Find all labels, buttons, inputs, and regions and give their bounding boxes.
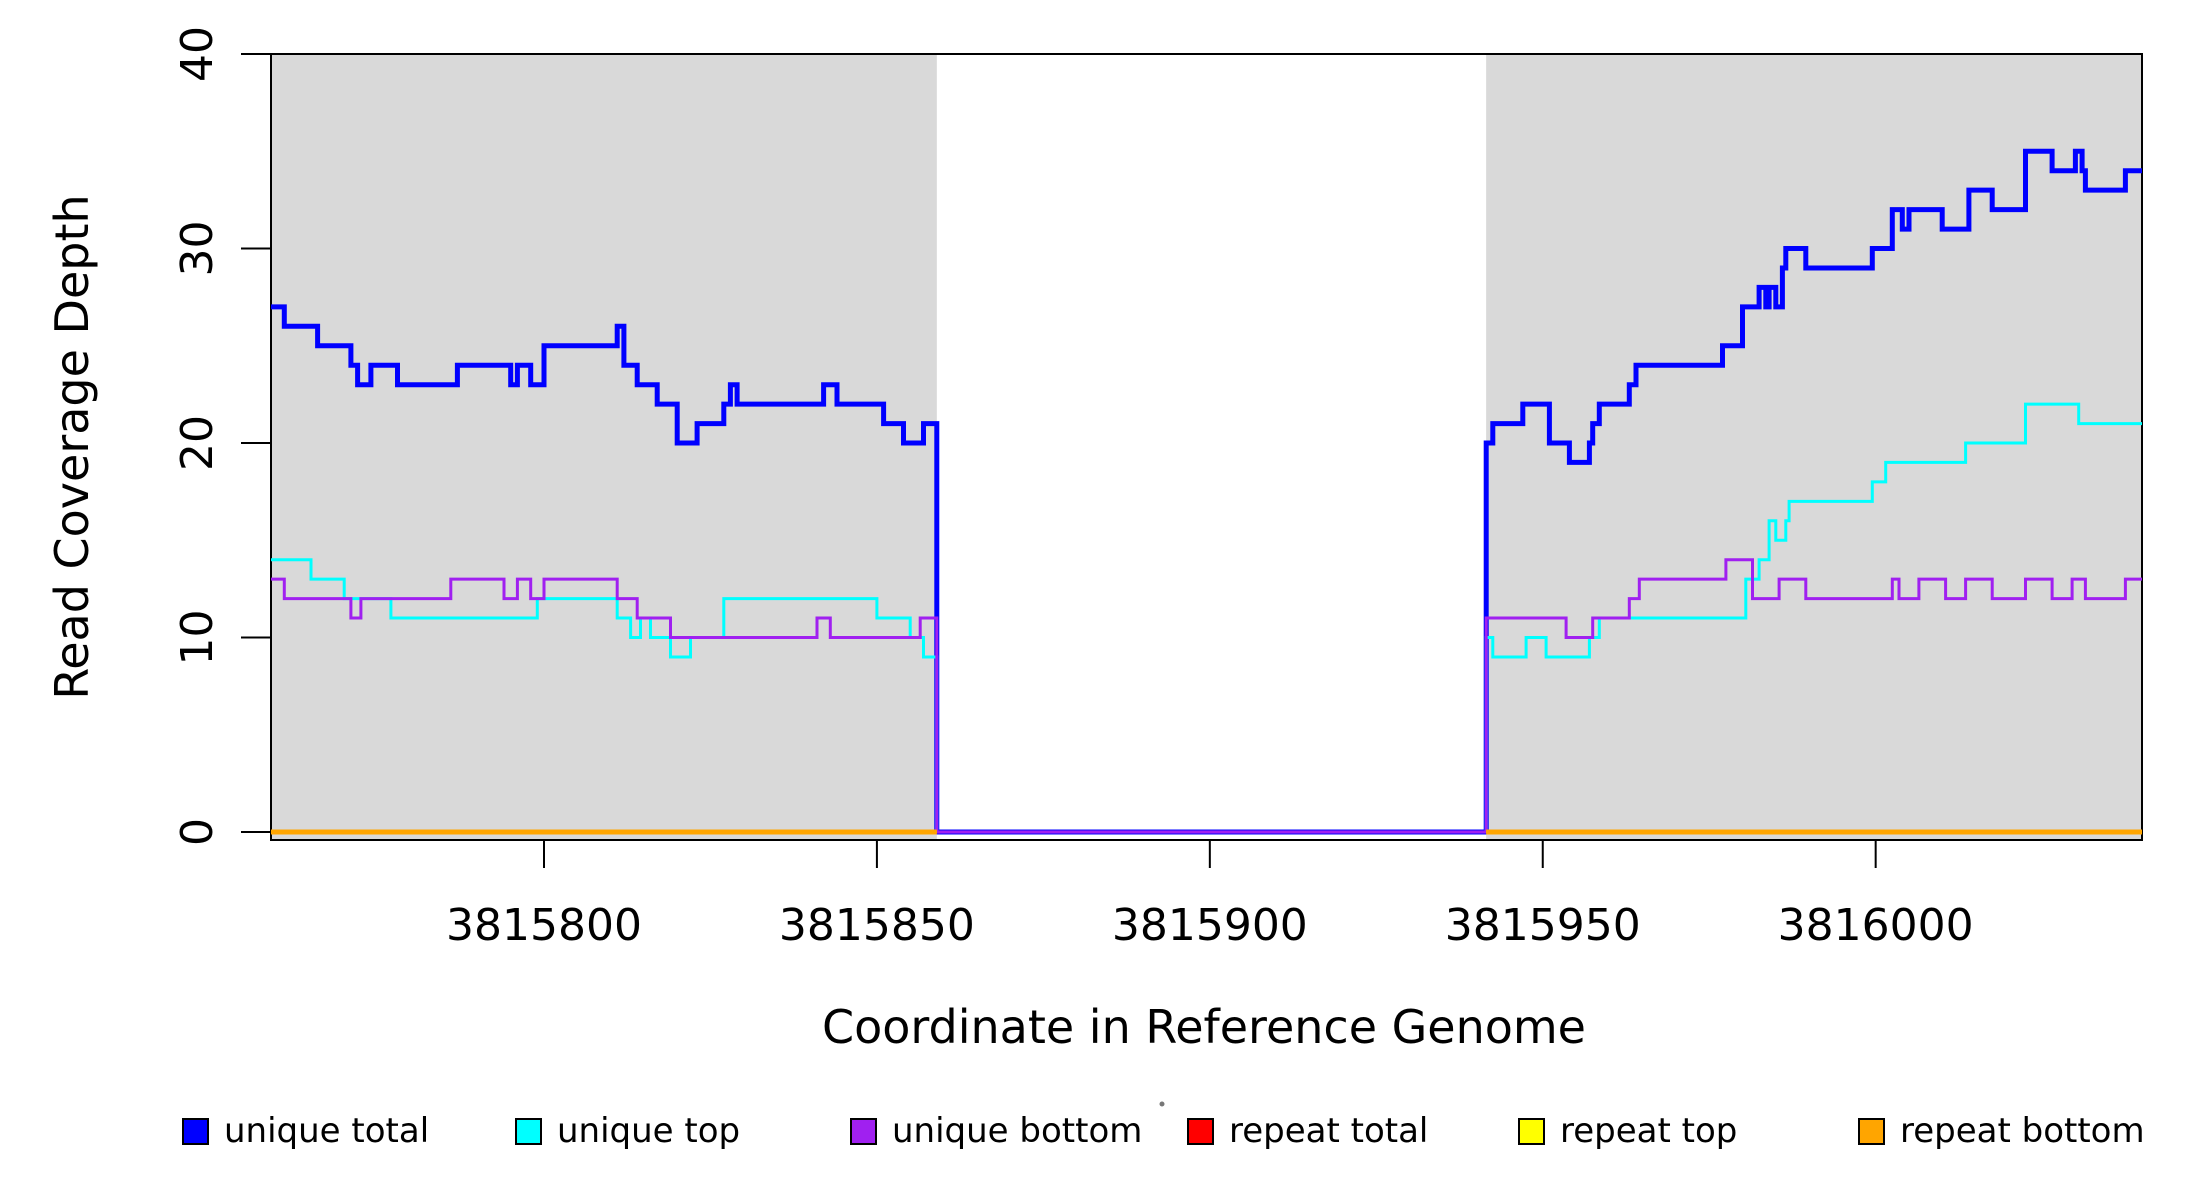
legend-item-unique-top: unique top — [515, 1113, 740, 1149]
legend-label: repeat bottom — [1900, 1111, 2145, 1151]
legend-swatch-repeat-top — [1518, 1117, 1545, 1145]
legend-swatch-unique-total — [182, 1117, 209, 1145]
y-axis-title: Read Coverage Depth — [45, 194, 99, 700]
legend-swatch-repeat-total — [1187, 1117, 1214, 1145]
x-tick-label: 3815850 — [779, 900, 975, 951]
series-unique-total — [271, 148, 2142, 835]
legend-swatch-unique-bottom — [850, 1117, 877, 1145]
x-tick-label: 3815800 — [446, 900, 642, 951]
x-tick-label: 3815950 — [1445, 900, 1641, 951]
legend-label: unique total — [224, 1111, 430, 1151]
legend-label: unique bottom — [892, 1111, 1143, 1151]
y-tick-label: 20 — [172, 415, 223, 471]
legend-item-repeat-total: repeat total — [1187, 1113, 1428, 1149]
legend-label: repeat total — [1229, 1111, 1429, 1151]
x-axis-title: Coordinate in Reference Genome — [822, 1000, 1586, 1054]
legend-swatch-unique-top — [515, 1117, 542, 1145]
y-tick-label: 0 — [172, 818, 223, 846]
y-tick-label: 40 — [172, 26, 223, 82]
shaded-data-region — [1486, 54, 2142, 840]
legend-swatch-repeat-bottom — [1858, 1117, 1885, 1145]
legend-item-unique-bottom: unique bottom — [850, 1113, 1142, 1149]
shaded-data-region — [271, 54, 937, 840]
y-tick-label: 30 — [172, 221, 223, 277]
legend-item-repeat-top: repeat top — [1518, 1113, 1737, 1149]
series-unique-bottom — [271, 558, 2142, 834]
legend-label: repeat top — [1560, 1111, 1738, 1151]
y-tick-label: 10 — [172, 610, 223, 666]
legend-item-repeat-bottom: repeat bottom — [1858, 1113, 2145, 1149]
legend-item-unique-total: unique total — [182, 1113, 429, 1149]
legend-label: unique top — [557, 1111, 741, 1151]
stray-dot-artifact — [1159, 1101, 1165, 1107]
series-unique-top — [271, 402, 2142, 834]
x-tick-label: 3816000 — [1778, 900, 1974, 951]
x-tick-label: 3815900 — [1112, 900, 1308, 951]
plot-box — [270, 53, 2143, 841]
